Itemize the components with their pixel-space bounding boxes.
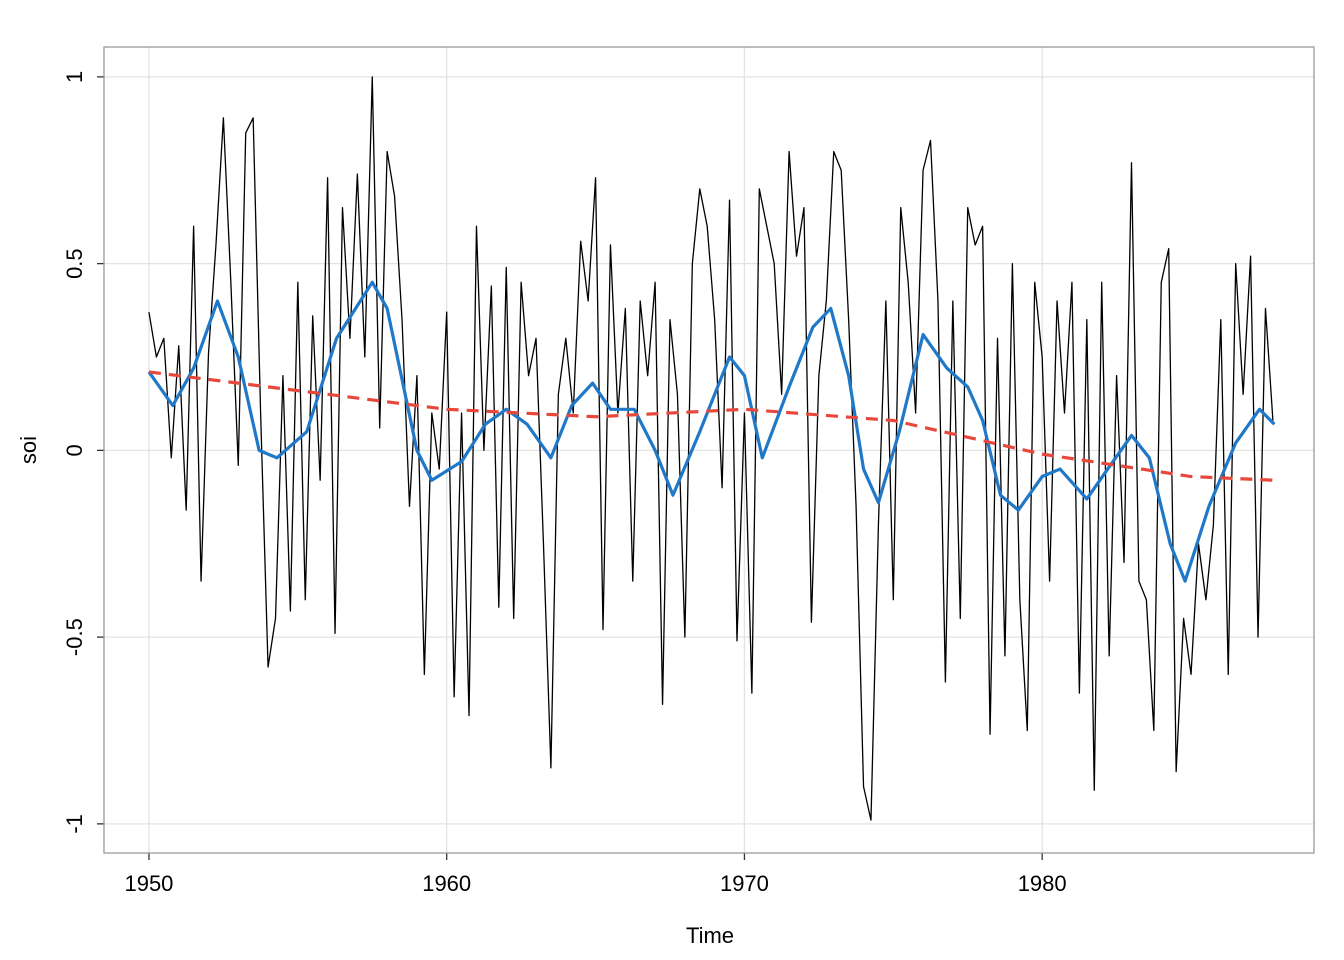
y-tick-label: -0.5: [62, 618, 87, 656]
y-tick-label: 1: [62, 71, 87, 83]
y-tick-label: 0.5: [62, 248, 87, 279]
x-tick-label: 1960: [422, 871, 471, 896]
y-tick-label: -1: [62, 814, 87, 834]
series-line: [148, 370, 1275, 482]
y-tick-label: 0: [62, 444, 87, 456]
x-tick-label: 1980: [1018, 871, 1067, 896]
series-line: [148, 76, 1274, 821]
series-line: [147, 280, 1276, 583]
y-axis-label: soi: [16, 436, 41, 464]
x-tick-label: 1970: [720, 871, 769, 896]
x-tick-label: 1950: [124, 871, 173, 896]
x-axis-label: Time: [686, 923, 734, 948]
plot-frame: [103, 46, 1315, 854]
